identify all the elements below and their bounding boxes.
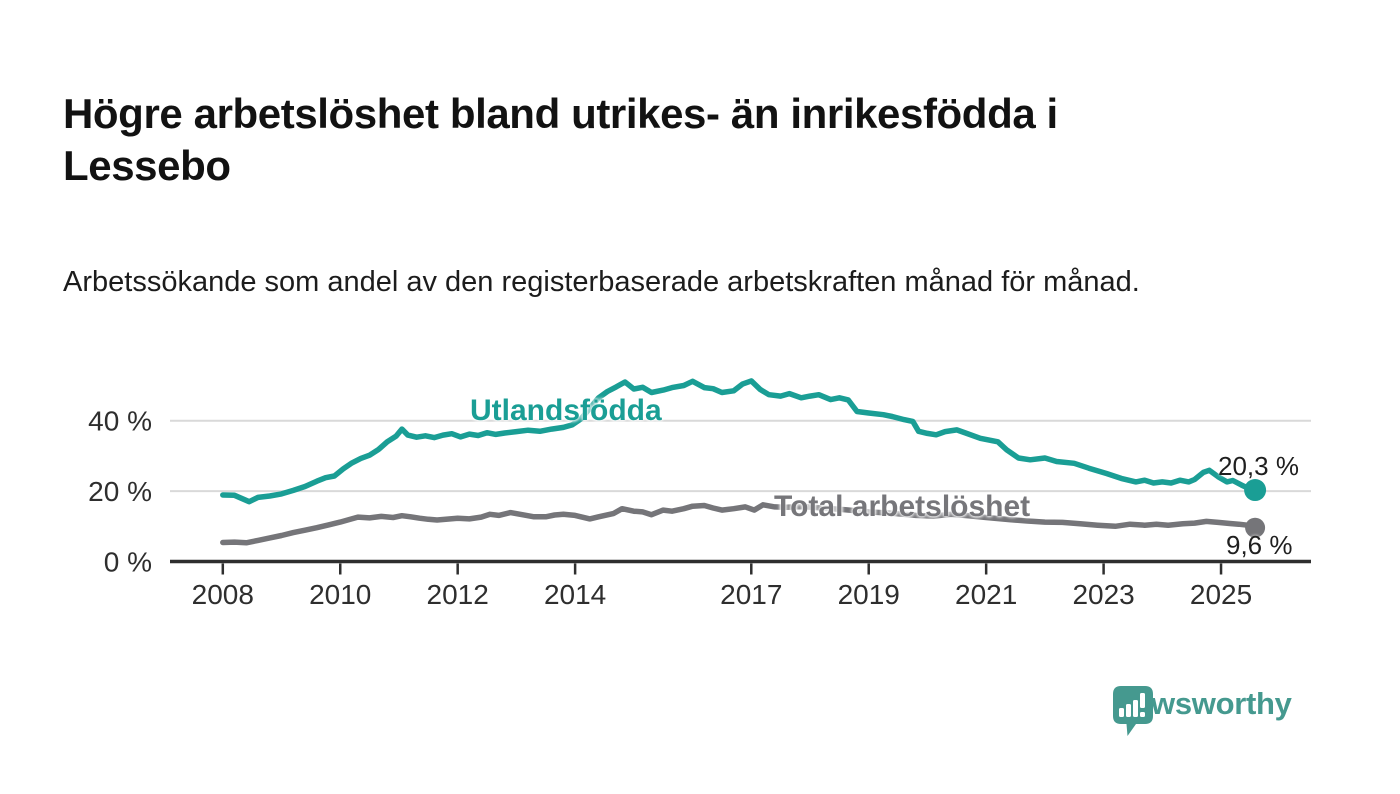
x-tick-label-2023: 2023 — [1072, 579, 1134, 610]
y-tick-label-20: 20 % — [88, 476, 152, 507]
x-tick-label-2010: 2010 — [309, 579, 371, 610]
logo-bar-2 — [1126, 704, 1131, 717]
newsworthy-logo[interactable]: Newsworthy — [1112, 686, 1292, 736]
newsworthy-logo-icon — [1113, 686, 1153, 736]
y-tick-label-0: 0 % — [104, 547, 152, 578]
logo-exclamation-bar — [1140, 693, 1145, 708]
end-value-label-total: 9,6 % — [1226, 530, 1293, 560]
x-tick-label-2025: 2025 — [1190, 579, 1252, 610]
logo-bar-1 — [1119, 708, 1124, 717]
logo-exclamation-dot — [1140, 712, 1145, 717]
x-tick-label-2008: 2008 — [192, 579, 254, 610]
y-tick-label-40: 40 % — [88, 406, 152, 437]
chart-title: Högre arbetslöshet bland utrikes- än inr… — [63, 90, 1058, 190]
logo-bar-3 — [1133, 700, 1138, 717]
x-tick-label-2014: 2014 — [544, 579, 606, 610]
end-value-label-utlandsfodda: 20,3 % — [1218, 451, 1299, 481]
x-tick-label-2017: 2017 — [720, 579, 782, 610]
series-end-dot-0 — [1244, 479, 1267, 502]
x-tick-label-2019: 2019 — [838, 579, 900, 610]
series-end-dot-1 — [1245, 517, 1266, 538]
x-tick-label-2012: 2012 — [427, 579, 489, 610]
chart-subtitle: Arbetssökande som andel av den registerb… — [63, 266, 1140, 298]
x-tick-label-2021: 2021 — [955, 579, 1017, 610]
series-label-utlandsfodda: Utlandsfödda — [470, 394, 662, 427]
series-line-0 — [220, 378, 1258, 505]
series-line-1 — [220, 502, 1258, 546]
series-label-total-arbetsloshet: Total arbetslöshet — [774, 490, 1031, 523]
